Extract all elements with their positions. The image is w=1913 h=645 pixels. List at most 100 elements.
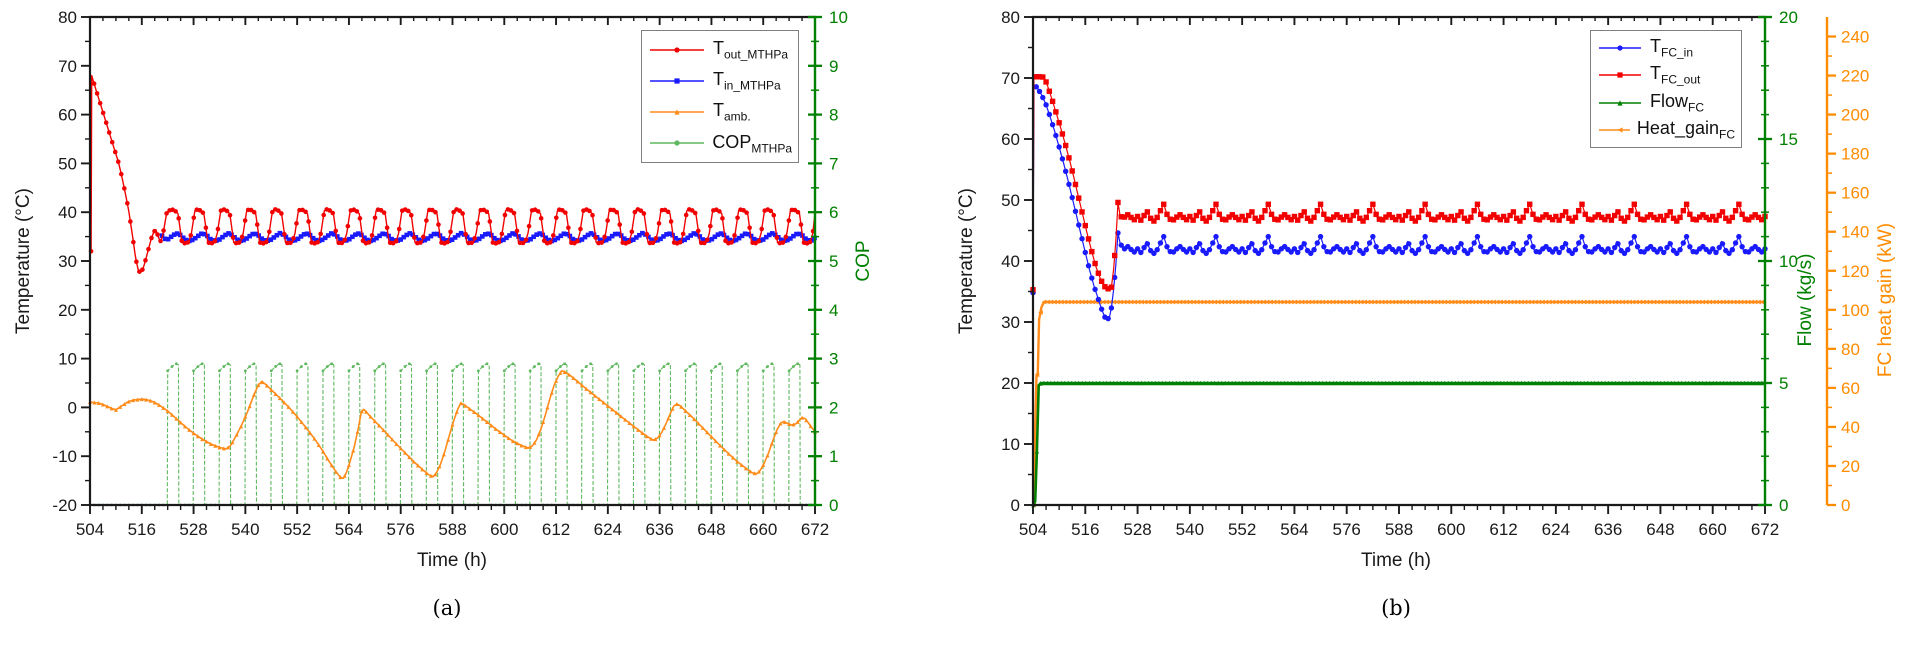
legend-line-sample-icon [1599,127,1630,133]
svg-text:20: 20 [1841,457,1860,476]
svg-text:10: 10 [829,8,848,27]
svg-text:80: 80 [1001,8,1020,27]
legend-entry-Flow-FC: FlowFC [1597,89,1735,117]
svg-text:528: 528 [179,520,207,539]
svg-text:15: 15 [1779,130,1798,149]
svg-text:10: 10 [58,350,77,369]
svg-text:6: 6 [829,203,838,222]
svg-text:564: 564 [1280,520,1308,539]
svg-text:140: 140 [1841,223,1869,242]
svg-text:100: 100 [1841,301,1869,320]
svg-text:504: 504 [76,520,104,539]
svg-text:672: 672 [801,520,829,539]
svg-text:612: 612 [542,520,570,539]
legend-label: Tout_MTHPa [713,37,789,62]
svg-text:552: 552 [283,520,311,539]
svg-text:0: 0 [1779,496,1788,515]
svg-text:0: 0 [1011,496,1020,515]
axis-title-temperature-b: Temperature (°C) [956,188,977,334]
svg-text:60: 60 [1001,130,1020,149]
axis-title-time-a: Time (h) [416,550,488,571]
legend-entry-COP-MTHPa: COPMTHPa [648,128,792,159]
svg-text:564: 564 [335,520,363,539]
svg-text:30: 30 [58,252,77,271]
svg-text:80: 80 [58,8,77,27]
legend-line-sample-icon [650,140,704,146]
svg-text:50: 50 [58,154,77,173]
caption-b: (b) [1381,596,1411,620]
legend-entry-T-out_MTHPa: Tout_MTHPa [648,34,792,65]
legend-label: Heat_gainFC [1636,118,1735,143]
legend-label: Tin_MTHPa [713,69,781,93]
svg-text:516: 516 [1071,520,1099,539]
svg-text:60: 60 [1841,379,1860,398]
legend-label: FlowFC [1650,90,1705,115]
svg-text:40: 40 [1841,418,1860,437]
legend-entry-T-amb.: Tamb. [648,97,792,128]
svg-text:0: 0 [68,398,77,417]
svg-text:672: 672 [1751,520,1779,539]
legend-label: COPMTHPa [712,131,792,156]
svg-text:1: 1 [829,447,838,466]
svg-text:540: 540 [1176,520,1204,539]
svg-text:9: 9 [829,57,838,76]
svg-text:160: 160 [1841,184,1869,203]
svg-text:50: 50 [1001,191,1020,210]
svg-text:7: 7 [829,154,838,173]
legend-label: TFC_in [1650,35,1694,60]
svg-text:576: 576 [1333,520,1361,539]
legend-label: TFC_out [1650,63,1701,88]
svg-text:3: 3 [829,350,838,369]
legend-line-sample-icon [650,109,704,115]
svg-text:8: 8 [829,106,838,125]
legend-label: Tamb. [713,100,751,124]
svg-text:200: 200 [1841,106,1869,125]
legend-entry-T-in_MTHPa: Tin_MTHPa [648,65,792,96]
svg-text:120: 120 [1841,262,1869,281]
svg-text:660: 660 [749,520,777,539]
svg-text:600: 600 [490,520,518,539]
svg-text:648: 648 [1646,520,1674,539]
svg-text:30: 30 [1001,313,1020,332]
svg-text:540: 540 [231,520,259,539]
legend-line-sample-icon [1599,45,1641,51]
axis-title-temperature-a: Temperature (°C) [13,188,34,334]
svg-text:660: 660 [1699,520,1727,539]
svg-text:600: 600 [1437,520,1465,539]
legend-b: TFC_in TFC_out FlowFC Heat_gainFC [1590,30,1742,148]
svg-text:0: 0 [829,496,838,515]
svg-text:20: 20 [58,301,77,320]
legend-entry-T-FC_out: TFC_out [1597,62,1735,90]
svg-text:10: 10 [1779,252,1798,271]
svg-text:552: 552 [1228,520,1256,539]
legend-a: Tout_MTHPa Tin_MTHPa Tamb. COPMTHPa [641,30,799,163]
legend-line-sample-icon [650,78,704,84]
legend-line-sample-icon [650,47,704,53]
axis-title-flow-b: Flow (kg/s) [1795,253,1816,347]
svg-text:70: 70 [1001,69,1020,88]
svg-text:240: 240 [1841,28,1869,47]
svg-text:516: 516 [128,520,156,539]
series-T_amb [88,369,817,480]
svg-text:588: 588 [438,520,466,539]
svg-text:5: 5 [829,252,838,271]
axis-title-cop-a: COP [853,240,874,282]
legend-entry-Heat_gain-FC: Heat_gainFC [1597,117,1735,145]
svg-text:4: 4 [829,301,838,320]
axis-title-time-b: Time (h) [1360,550,1432,571]
svg-text:0: 0 [1841,496,1850,515]
svg-text:2: 2 [829,398,838,417]
svg-text:80: 80 [1841,340,1860,359]
svg-text:180: 180 [1841,145,1869,164]
svg-text:5: 5 [1779,374,1788,393]
series-Heat_gain_FC [1031,299,1765,508]
series-Flow_FC [1031,380,1765,508]
chart-b: 504 516 528 540 552 564 576 588 600 612 624 636 648 6… [1001,8,1869,539]
svg-text:40: 40 [58,203,77,222]
svg-text:576: 576 [387,520,415,539]
caption-a: (a) [432,596,462,620]
svg-text:40: 40 [1001,252,1020,271]
legend-line-sample-icon [1599,72,1641,78]
